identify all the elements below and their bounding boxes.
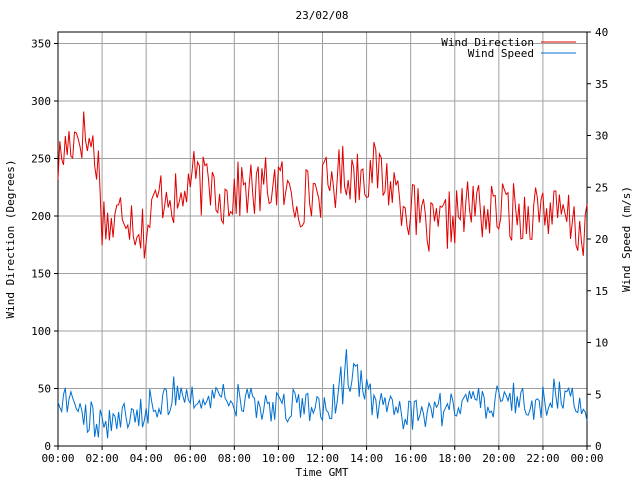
y-right-tick-label: 25 xyxy=(595,181,608,194)
axis-ticks: 00:00 02:00 04:00 06:00 08:00 10:00 12:00 14:00… xyxy=(31,26,608,465)
x-tick-label: 22:00 xyxy=(526,452,559,465)
y-right-tick-label: 30 xyxy=(595,130,608,143)
y-left-tick-label: 150 xyxy=(31,268,51,281)
y-left-tick-label: 300 xyxy=(31,95,51,108)
x-tick-label: 14:00 xyxy=(350,452,383,465)
x-tick-label: 16:00 xyxy=(394,452,427,465)
series-wind-speed-line xyxy=(57,349,588,439)
x-tick-label: 12:00 xyxy=(306,452,339,465)
y-left-tick-label: 0 xyxy=(44,440,51,453)
x-tick-label: 18:00 xyxy=(438,452,471,465)
x-tick-label: 10:00 xyxy=(262,452,295,465)
y-left-tick-label: 50 xyxy=(38,383,51,396)
series-wind-direction-line xyxy=(57,111,588,259)
x-tick-label: 08:00 xyxy=(218,452,251,465)
y-left-tick-label: 350 xyxy=(31,38,51,51)
y-right-tick-label: 0 xyxy=(595,440,602,453)
y-left-tick-label: 250 xyxy=(31,153,51,166)
grid-lines xyxy=(58,32,587,446)
legend-label-wind-speed: Wind Speed xyxy=(468,47,534,60)
legend: Wind Direction Wind Speed xyxy=(441,36,576,60)
x-axis-label: Time GMT xyxy=(296,466,349,479)
y-left-tick-label: 100 xyxy=(31,325,51,338)
x-tick-label: 02:00 xyxy=(86,452,119,465)
x-tick-label: 00:00 xyxy=(570,452,603,465)
y-axis-left-label: Wind Direction (Degrees) xyxy=(4,160,17,319)
chart-title: 23/02/08 xyxy=(296,9,349,22)
y-left-tick-label: 200 xyxy=(31,210,51,223)
x-tick-label: 06:00 xyxy=(174,452,207,465)
series-layer xyxy=(57,111,588,439)
legend-label-wind-direction: Wind Direction xyxy=(441,36,534,49)
y-axis-right-label: Wind Speed (m/s) xyxy=(620,186,633,292)
y-right-tick-label: 10 xyxy=(595,337,608,350)
y-right-tick-label: 20 xyxy=(595,233,608,246)
y-right-tick-label: 15 xyxy=(595,285,608,298)
y-right-tick-label: 35 xyxy=(595,78,608,91)
x-tick-label: 04:00 xyxy=(130,452,163,465)
y-right-tick-label: 5 xyxy=(595,388,602,401)
x-tick-label: 20:00 xyxy=(482,452,515,465)
y-right-tick-label: 40 xyxy=(595,26,608,39)
x-tick-label: 00:00 xyxy=(41,452,74,465)
